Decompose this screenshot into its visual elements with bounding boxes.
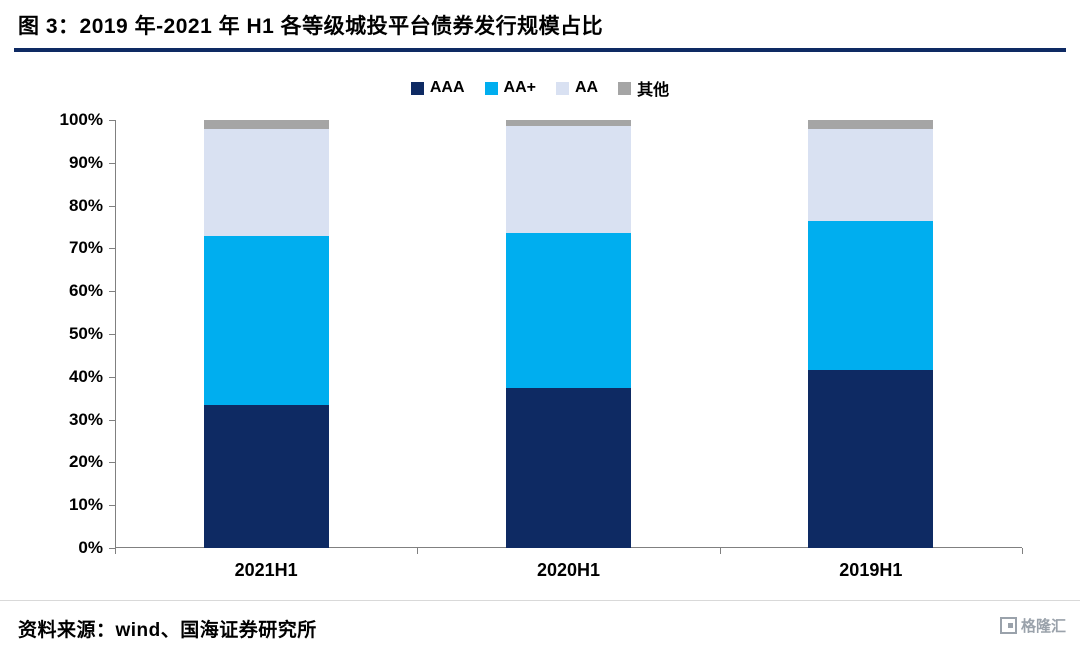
legend-item-AAA: AAA: [410, 79, 465, 97]
bar-segment-AA-2020H1: [506, 126, 631, 234]
bar-segment-AA+-2021H1: [203, 235, 329, 405]
y-axis-tick: [109, 334, 115, 335]
y-axis-tick: [109, 162, 115, 164]
y-axis-label: 80%: [68, 195, 103, 215]
legend-swatch-icon: [484, 81, 498, 95]
y-axis-tick: [109, 462, 115, 464]
y-axis-tick: [109, 120, 115, 121]
x-axis-label: 2021H1: [234, 560, 298, 580]
x-axis-label: 2020H1: [536, 560, 601, 580]
y-axis-label: 50%: [68, 324, 103, 343]
y-axis-label: 100%: [59, 110, 103, 129]
bar-segment-AA+-2019H1: [808, 220, 934, 371]
y-axis-tick: [109, 291, 115, 293]
bar-2020H1: [506, 120, 631, 548]
x-axis-tick: [417, 548, 419, 554]
legend-item-AA+: AA+: [484, 79, 536, 97]
y-axis-label: 10%: [68, 495, 103, 515]
y-axis-label: 0%: [78, 538, 103, 557]
figure-footer: 资料来源：wind、国海证券研究所 格隆汇: [0, 600, 1080, 642]
gelonghui-logo-text: 格隆汇: [1020, 618, 1066, 635]
y-axis-label: 30%: [68, 409, 103, 429]
y-axis-tick: [109, 248, 115, 250]
y-axis-label: 40%: [68, 366, 103, 386]
y-axis-tick: [109, 205, 115, 207]
y-axis-label: 70%: [68, 238, 103, 258]
x-axis-label: 2019H1: [839, 560, 903, 580]
bar-segment-AAA-2020H1: [506, 387, 631, 548]
gelonghui-logo: 格隆汇: [999, 615, 1066, 636]
legend-label: 其他: [637, 82, 670, 99]
legend-swatch-icon: [556, 81, 569, 95]
legend-swatch-icon: [410, 81, 424, 95]
bar-segment-AA-2019H1: [808, 128, 934, 221]
y-axis-label: 60%: [68, 281, 103, 301]
x-axis-tick: [115, 548, 116, 554]
x-axis-tick: [1022, 548, 1023, 554]
legend-item-AA: AA: [556, 79, 598, 97]
legend-label: AA+: [503, 79, 536, 96]
y-axis-label: 20%: [68, 452, 103, 472]
bar-segment-其他-2021H1: [203, 120, 329, 129]
source-note: 资料来源：wind、国海证券研究所: [18, 620, 317, 641]
y-axis-tick: [109, 419, 115, 421]
y-axis-tick: [109, 548, 115, 549]
bar-segment-其他-2020H1: [506, 120, 631, 127]
x-axis-tick: [719, 548, 721, 554]
figure-title: 图 3：2019 年-2021 年 H1 各等级城投平台债券发行规模占比: [18, 15, 604, 38]
legend-item-其他: 其他: [618, 76, 669, 100]
legend-label: AAA: [429, 79, 465, 96]
bar-segment-AAA-2019H1: [808, 370, 934, 548]
bar-2021H1: [203, 120, 329, 548]
bar-segment-AAA-2021H1: [203, 404, 329, 548]
figure-header: 图 3：2019 年-2021 年 H1 各等级城投平台债券发行规模占比: [14, 8, 1066, 52]
bar-segment-AA+-2020H1: [506, 233, 631, 388]
y-axis-tick: [109, 376, 115, 378]
chart-legend: AAA AA+ AA 其他: [0, 76, 1080, 100]
y-axis-tick: [109, 505, 115, 507]
legend-swatch-icon: [618, 81, 632, 95]
bar-segment-AA-2021H1: [203, 128, 329, 236]
gelonghui-icon: [999, 617, 1017, 634]
legend-label: AA: [575, 79, 599, 96]
bar-2019H1: [808, 120, 934, 548]
bar-segment-其他-2019H1: [808, 120, 934, 129]
y-axis-label: 90%: [68, 152, 103, 172]
